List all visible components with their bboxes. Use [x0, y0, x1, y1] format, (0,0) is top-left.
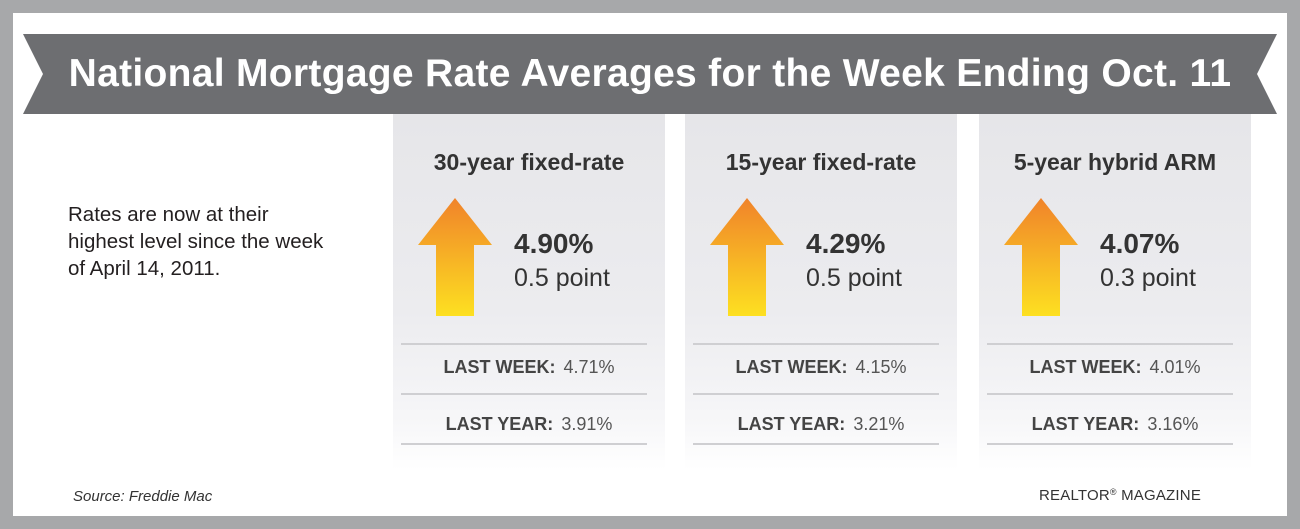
rate-change: 0.5 point: [806, 264, 902, 292]
up-arrow-icon: [710, 198, 784, 316]
source-note: Source: Freddie Mac: [73, 488, 213, 505]
banner-ribbon: [23, 34, 1277, 114]
last-week-label: LAST WEEK:: [443, 357, 556, 377]
current-rate: 4.29%: [806, 228, 886, 259]
last-year-row: LAST YEAR: 3.16%: [979, 414, 1251, 435]
last-week-value: 4.01%: [1149, 357, 1201, 377]
rate-panel-15-year: 15-year fixed-rate 4.29% 0.5 point LAST …: [685, 114, 957, 470]
last-year-label: LAST YEAR:: [737, 414, 846, 434]
last-year-value: 3.21%: [853, 414, 905, 434]
last-week-row: LAST WEEK: 4.01%: [979, 357, 1251, 378]
last-year-value: 3.91%: [561, 414, 613, 434]
last-week-label: LAST WEEK:: [1029, 357, 1142, 377]
divider: [401, 343, 647, 345]
last-week-value: 4.15%: [855, 357, 907, 377]
last-week-row: LAST WEEK: 4.15%: [685, 357, 957, 378]
divider: [987, 343, 1233, 345]
rate-panel-30-year: 30-year fixed-rate 4.90% 0.5 point LAST …: [393, 114, 665, 470]
registered-mark: ®: [1109, 487, 1117, 497]
divider: [987, 443, 1233, 445]
divider: [693, 443, 939, 445]
title-banner: National Mortgage Rate Averages for the …: [23, 34, 1277, 114]
last-week-value: 4.71%: [563, 357, 615, 377]
rate-change: 0.3 point: [1100, 264, 1196, 292]
rate-change: 0.5 point: [514, 264, 610, 292]
panel-title: 5-year hybrid ARM: [1013, 149, 1217, 175]
page-title: National Mortgage Rate Averages for the …: [68, 52, 1232, 95]
panel-title: 15-year fixed-rate: [725, 149, 917, 175]
panel-title: 30-year fixed-rate: [433, 149, 625, 175]
intro-text: Rates are now at their highest level sin…: [68, 203, 324, 280]
last-year-value: 3.16%: [1147, 414, 1199, 434]
divider: [693, 343, 939, 345]
current-rate: 4.07%: [1100, 228, 1180, 259]
current-rate: 4.90%: [514, 228, 594, 259]
last-year-row: LAST YEAR: 3.91%: [393, 414, 665, 435]
divider: [987, 393, 1233, 395]
up-arrow-icon: [1004, 198, 1078, 316]
last-year-label: LAST YEAR:: [445, 414, 554, 434]
brand-name: REALTOR: [1039, 487, 1110, 504]
last-week-label: LAST WEEK:: [735, 357, 848, 377]
divider: [401, 443, 647, 445]
last-week-row: LAST WEEK: 4.71%: [393, 357, 665, 378]
brand-logo: REALTOR® MAGAZINE: [1039, 487, 1201, 504]
up-arrow-icon: [418, 198, 492, 316]
last-year-label: LAST YEAR:: [1031, 414, 1140, 434]
divider: [401, 393, 647, 395]
brand-suffix: MAGAZINE: [1116, 487, 1202, 504]
last-year-row: LAST YEAR: 3.21%: [685, 414, 957, 435]
rate-panel-5-year-arm: 5-year hybrid ARM 4.07% 0.3 point LAST W…: [979, 114, 1251, 470]
divider: [693, 393, 939, 395]
